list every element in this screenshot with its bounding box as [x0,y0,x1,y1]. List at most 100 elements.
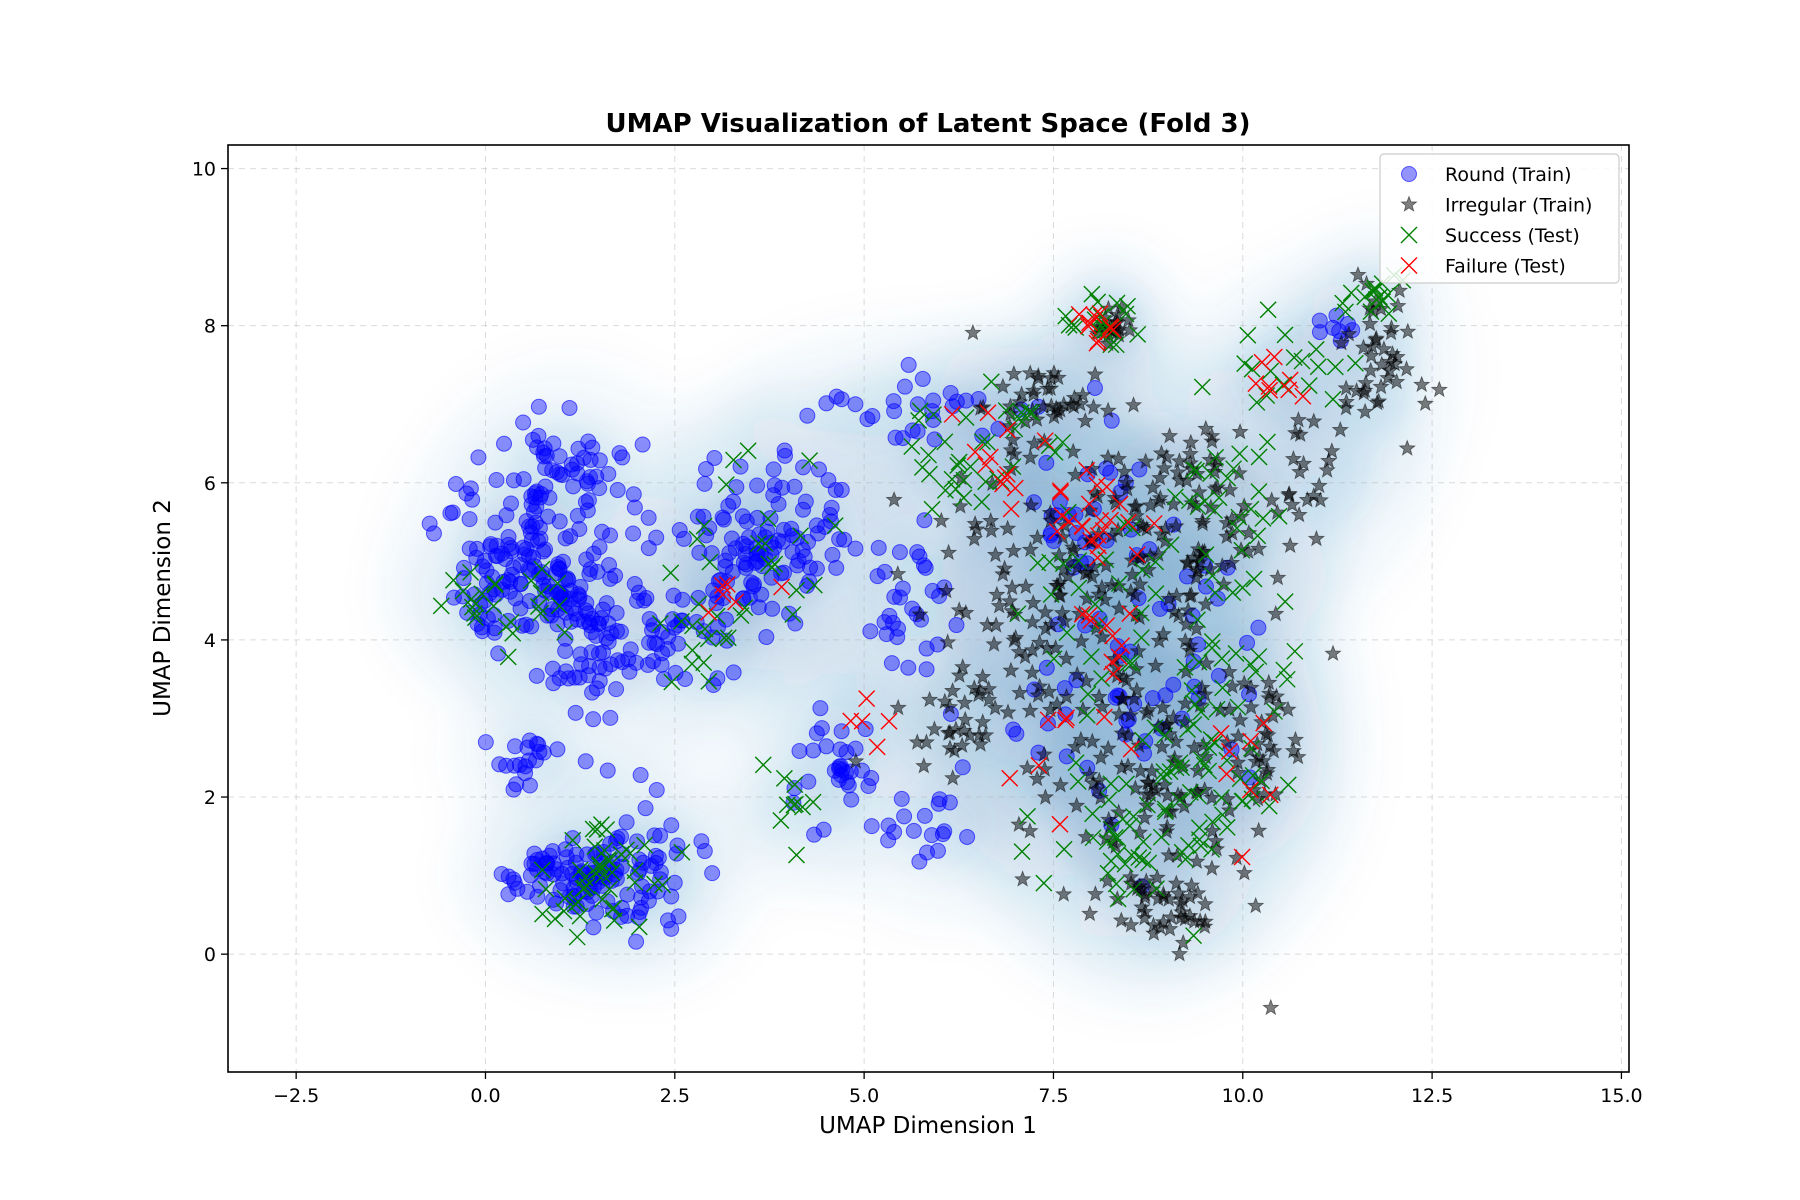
data-point [766,477,783,494]
data-point [971,735,990,752]
data-point [1021,448,1040,466]
data-point [1154,698,1172,716]
data-point [936,823,953,840]
data-point [1249,821,1268,839]
data-point [700,603,718,621]
data-point [1160,890,1178,907]
data-point [425,525,442,542]
chart-title: UMAP Visualization of Latent Space (Fold… [606,109,1251,139]
data-point [717,552,734,569]
data-point [1013,843,1031,861]
data-point [1342,284,1360,302]
data-point [1110,705,1128,722]
data-point [1083,459,1102,477]
data-point [1005,631,1023,648]
data-point [648,781,665,798]
data-point [654,876,672,894]
data-point [605,912,623,930]
data-point [750,599,767,616]
data-point [648,529,665,546]
data-point [622,641,639,658]
data-point [996,469,1014,487]
data-point [969,685,988,703]
data-point [1061,552,1079,570]
data-point [1118,297,1136,315]
data-point [488,471,505,488]
data-point [1129,642,1147,659]
data-point [1025,434,1043,452]
data-point [1220,662,1238,680]
data-point [603,625,620,642]
data-point [1154,625,1173,642]
data-point [775,769,793,787]
data-point [1036,432,1054,450]
data-point [1218,733,1237,750]
data-point [1079,317,1097,335]
data-point [1183,681,1201,699]
data-point [571,861,589,879]
data-point [1100,791,1118,809]
data-point [1074,700,1092,718]
data-point [764,600,781,617]
data-point [701,553,719,571]
data-point [1069,772,1087,790]
data-point [1090,687,1108,705]
data-point [535,448,552,465]
data-point [957,392,974,409]
data-point [1070,552,1088,570]
data-point [696,843,713,860]
data-point [612,845,630,863]
data-point [552,589,569,606]
data-point [1106,493,1125,511]
data-point [1146,719,1164,737]
data-point [640,509,657,526]
data-point [973,713,992,730]
plot-frame [227,144,1630,1073]
data-point [585,711,602,728]
data-point [1219,469,1237,487]
data-point [1102,511,1120,529]
data-point [1156,803,1174,821]
data-point [609,830,626,847]
data-point [613,908,630,925]
data-point [1086,884,1105,902]
data-point [791,742,808,759]
data-point [570,591,587,608]
data-point [973,493,991,511]
x-tick-label: 7.5 [1038,1085,1068,1107]
data-point [1151,489,1169,506]
data-point [1077,672,1095,689]
data-point [749,534,767,552]
data-point [765,461,782,478]
data-point [1324,644,1342,662]
data-point [1092,748,1110,766]
data-point [1087,619,1106,636]
data-point [1197,546,1215,564]
data-point [521,732,538,749]
data-point [1324,390,1342,408]
data-point [805,576,823,594]
data-point [629,592,646,609]
data-point [1131,575,1149,592]
data-point [1086,595,1104,613]
data-point [1068,665,1086,683]
data-point [537,880,555,898]
data-point [1182,433,1200,451]
data-point [1058,709,1076,727]
data-point [773,565,790,582]
data-point [1109,449,1128,467]
data-point [1003,602,1021,619]
data-point [1093,670,1111,688]
data-point [1231,770,1249,788]
data-point [1166,488,1184,506]
data-point [600,465,617,482]
data-point [1188,611,1206,629]
data-point [1011,683,1029,701]
data-point [739,442,757,460]
data-point [862,623,879,640]
density-core [750,765,827,845]
data-point [1247,375,1265,393]
data-point [564,830,581,847]
data-point [843,791,860,808]
data-point [1147,880,1165,898]
